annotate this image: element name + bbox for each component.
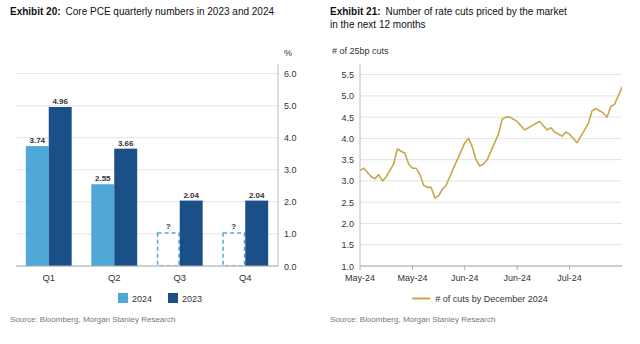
x-tick-mark [569,266,570,270]
y-tick-label: 5.5 [341,70,354,80]
y-tick-label: 3.0 [284,165,297,175]
data-label: 2.55 [95,174,111,183]
line-series [360,87,622,198]
legend-swatch [168,293,178,303]
grid-line [360,138,622,139]
y-tick-label: 0.0 [284,262,297,272]
grid-line [360,117,622,118]
x-tick-label: May-24 [397,273,427,283]
x-tick-mark [412,266,413,270]
y-tick-label: 6.0 [284,69,297,79]
grid-line [360,159,622,160]
data-label: ? [166,222,171,231]
legend: # of cuts by December 2024 [412,294,548,304]
y-tick-label: 5.0 [341,91,354,101]
y-axis-line [278,64,279,266]
grid-line [360,244,622,245]
grid-line [16,266,278,267]
y-tick-label: 3.0 [341,176,354,186]
y-tick-label: 2.0 [284,197,297,207]
grid-line [360,266,622,267]
x-tick-label: Jul-24 [557,273,582,283]
y-tick-label: 1.0 [284,229,297,239]
bar [91,184,114,266]
x-tick-label: Jun-24 [451,273,479,283]
y-axis: 0.0 1.0 2.0 3.0 4.0 5.0 6.0% [16,48,297,272]
x-axis-line [360,266,622,267]
grid-line [360,223,622,224]
y-tick-label: 5.0 [284,101,297,111]
x-tick-mark [360,266,361,270]
subtitle-line: in the next 12 months [330,19,426,30]
title: Exhibit 20: [10,6,61,17]
grid-line [16,73,278,74]
bar [245,201,268,266]
data-label: ? [231,222,236,231]
legend-item: # of cuts by December 2024 [412,294,548,304]
grid-line [360,95,622,96]
grid-line [360,180,622,181]
legend: 2024 2023 [118,293,202,304]
legend-label: 2023 [182,294,202,304]
y-tick-label: 4.5 [341,113,354,123]
data-label: 3.74 [29,136,45,145]
data-label: 3.66 [118,139,134,148]
subtitle: Core PCE quarterly numbers in 2023 and 2… [66,6,275,17]
y-axis-label: # of 25bp cuts [332,46,389,56]
x-tick-label: Q3 [173,272,186,283]
chart-canvas: Exhibit 20: Core PCE quarterly numbers in… [0,0,640,344]
plot-marks [360,87,622,198]
grid-line [360,74,622,75]
placeholder-bar [158,233,179,266]
y-tick-label: 3.5 [341,155,354,165]
y-axis: 1.0 1.5 2.0 2.5 3.0 3.5 4.0 4.5 5.0 5.5 # of 25bp … [332,46,622,272]
x-tick-label: Q4 [239,272,252,283]
legend-swatch [118,293,128,303]
legend-label: 2024 [132,294,152,304]
title-group: Exhibit 21:Number of rate cuts priced by… [330,6,567,30]
title: Exhibit 21: [330,6,381,17]
x-tick-label: Jun-24 [503,273,531,283]
subtitle-line: Number of rate cuts priced by the market [386,6,567,17]
placeholder-bar [223,233,244,266]
y-axis-label: % [284,48,292,58]
y-tick-label: 4.0 [341,134,354,144]
x-tick-label: Q1 [42,272,55,283]
bar [26,146,49,266]
legend-item: 2023 [168,293,202,304]
legend-swatch [412,298,430,300]
legend-item: 2024 [118,293,152,304]
bar [49,107,72,266]
y-tick-label: 1.0 [341,262,354,272]
source-note: Source: Bloomberg, Morgan Stanley Resear… [330,315,495,324]
title-group: Exhibit 20: Core PCE quarterly numbers in… [10,6,274,17]
legend-label: # of cuts by December 2024 [435,294,548,304]
y-axis-line [360,64,361,266]
subtitle-line: Core PCE quarterly numbers in 2023 and 2… [66,6,275,17]
x-tick-mark [464,266,465,270]
subtitle: Number of rate cuts priced by the market… [330,6,567,30]
data-label: 4.96 [52,97,68,106]
y-tick-label: 2.0 [341,219,354,229]
data-label: 2.04 [183,191,199,200]
x-axis-line [16,266,278,267]
source-note: Source: Bloomberg, Morgan Stanley Resear… [10,315,175,324]
data-label: 2.04 [249,191,265,200]
y-tick-label: 1.5 [341,240,354,250]
bar [114,149,137,266]
plot-marks [26,107,268,266]
x-tick-label: Q2 [108,272,121,283]
y-tick-label: 4.0 [284,133,297,143]
data-labels: 3.74 4.96 2.55 3.66? 2.04? 2.04 [29,97,265,231]
y-tick-label: 2.5 [341,198,354,208]
x-tick-label: May-24 [345,273,375,283]
x-tick-mark [517,266,518,270]
bar [180,201,203,266]
grid-line [360,202,622,203]
